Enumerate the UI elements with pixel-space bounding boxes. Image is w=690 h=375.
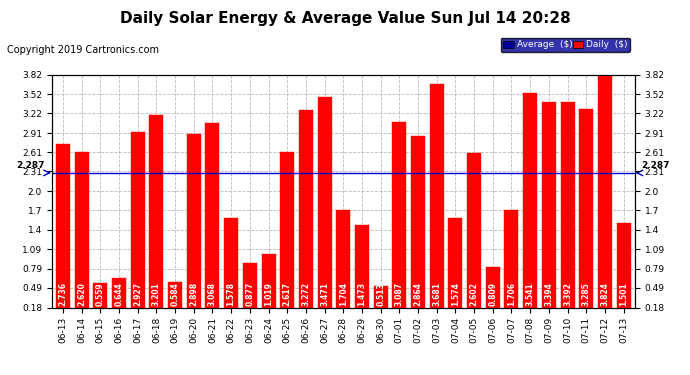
Bar: [355, 225, 369, 319]
Text: 3.087: 3.087: [395, 282, 404, 306]
Bar: [150, 114, 164, 319]
Text: 3.394: 3.394: [544, 282, 553, 306]
Bar: [56, 144, 70, 319]
Bar: [187, 134, 201, 319]
Bar: [168, 282, 182, 319]
Text: 3.285: 3.285: [582, 282, 591, 306]
Bar: [467, 153, 481, 319]
Bar: [374, 286, 388, 319]
Bar: [336, 210, 351, 319]
Text: 3.068: 3.068: [208, 282, 217, 306]
Text: 2.620: 2.620: [77, 282, 86, 306]
Text: 2.927: 2.927: [133, 282, 142, 306]
Bar: [617, 223, 631, 319]
Text: 3.541: 3.541: [526, 282, 535, 306]
Text: 2.287: 2.287: [641, 161, 670, 170]
Text: Copyright 2019 Cartronics.com: Copyright 2019 Cartronics.com: [7, 45, 159, 55]
Text: 1.019: 1.019: [264, 282, 273, 306]
Bar: [448, 219, 462, 319]
Text: 2.602: 2.602: [470, 282, 479, 306]
Text: 0.809: 0.809: [489, 282, 497, 306]
Text: 0.644: 0.644: [115, 282, 124, 306]
Text: 1.578: 1.578: [226, 282, 236, 306]
Text: 3.272: 3.272: [302, 282, 310, 306]
Bar: [206, 123, 219, 319]
Text: 1.473: 1.473: [357, 282, 366, 306]
Text: 1.574: 1.574: [451, 282, 460, 306]
Text: 3.471: 3.471: [320, 282, 329, 306]
Bar: [523, 93, 537, 319]
Bar: [542, 102, 556, 319]
Bar: [317, 97, 332, 319]
Bar: [560, 102, 575, 319]
Bar: [579, 109, 593, 319]
Bar: [411, 136, 425, 319]
Legend: Average  ($), Daily  ($): Average ($), Daily ($): [500, 38, 630, 52]
Text: 1.704: 1.704: [339, 282, 348, 306]
Text: 2.287: 2.287: [17, 161, 46, 170]
Bar: [130, 132, 145, 319]
Bar: [486, 267, 500, 319]
Bar: [262, 254, 275, 319]
Text: 3.201: 3.201: [152, 282, 161, 306]
Bar: [393, 122, 406, 319]
Bar: [75, 152, 88, 319]
Text: 3.681: 3.681: [432, 282, 441, 306]
Text: 2.617: 2.617: [283, 282, 292, 306]
Text: 1.501: 1.501: [619, 282, 628, 306]
Text: Daily Solar Energy & Average Value Sun Jul 14 20:28: Daily Solar Energy & Average Value Sun J…: [119, 11, 571, 26]
Text: 2.864: 2.864: [413, 282, 422, 306]
Text: 2.736: 2.736: [59, 282, 68, 306]
Text: 0.559: 0.559: [96, 283, 105, 306]
Bar: [112, 278, 126, 319]
Bar: [224, 218, 238, 319]
Text: 3.392: 3.392: [563, 282, 572, 306]
Bar: [93, 283, 108, 319]
Bar: [280, 152, 294, 319]
Bar: [430, 84, 444, 319]
Text: 1.706: 1.706: [507, 282, 516, 306]
Text: 0.513: 0.513: [376, 282, 385, 306]
Bar: [504, 210, 518, 319]
Text: 3.824: 3.824: [600, 282, 609, 306]
Bar: [299, 110, 313, 319]
Text: 2.898: 2.898: [189, 282, 198, 306]
Text: 0.584: 0.584: [170, 282, 179, 306]
Bar: [598, 75, 612, 319]
Bar: [243, 263, 257, 319]
Text: 0.877: 0.877: [246, 282, 255, 306]
